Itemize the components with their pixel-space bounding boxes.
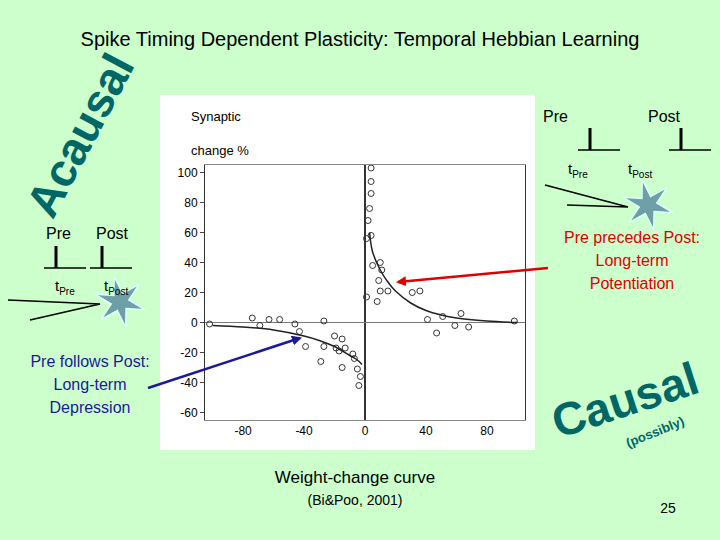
svg-text:-80: -80: [234, 424, 252, 438]
html-text:(Bi&Poo, 2001): (Bi&Poo, 2001): [307, 492, 403, 508]
html-text:Post: Post: [648, 108, 680, 125]
html-text:tPost: tPost: [104, 277, 129, 297]
svg-text:40: 40: [419, 424, 433, 438]
svg-text:0: 0: [191, 316, 198, 330]
html-text:tPost: tPost: [628, 160, 653, 180]
svg-text:0: 0: [362, 424, 369, 438]
html-text:Weight-change curve: Weight-change curve: [274, 468, 436, 487]
svg-text:100: 100: [178, 166, 198, 180]
svg-text:-40: -40: [180, 376, 198, 390]
html-text:(possibly): (possibly): [623, 413, 687, 451]
html-text:tPre: tPre: [568, 160, 588, 180]
svg-text:-40: -40: [295, 424, 313, 438]
html-text:Spike Timing Dependent Plastic: Spike Timing Dependent Plasticity: Tempo…: [80, 28, 640, 50]
html-text:Acausal: Acausal: [15, 44, 145, 226]
html-text:Pre: Pre: [46, 225, 71, 242]
svg-text:40: 40: [184, 256, 198, 270]
html-text:Pre: Pre: [543, 108, 568, 125]
svg-text:Synapticchange %: Synapticchange %: [191, 109, 249, 158]
html-text:Post: Post: [96, 225, 128, 242]
svg-text:-60: -60: [180, 406, 198, 420]
svg-text:80: 80: [184, 196, 198, 210]
svg-text:60: 60: [184, 226, 198, 240]
html-text:Depression: Depression: [49, 399, 131, 416]
svg-text:80: 80: [480, 424, 494, 438]
html-text:25: 25: [660, 500, 676, 516]
html-text:Long-term: Long-term: [595, 252, 669, 269]
svg-text:-20: -20: [180, 346, 198, 360]
html-text:Potentiation: Potentiation: [589, 275, 675, 292]
html-text:Causal: Causal: [545, 352, 705, 448]
svg-text:20: 20: [184, 286, 198, 300]
html-text:tPre: tPre: [55, 277, 75, 297]
html-text:Pre precedes Post:: Pre precedes Post:: [564, 229, 700, 246]
html-text:Long-term: Long-term: [53, 376, 127, 393]
html-text:Pre follows Post:: Pre follows Post:: [30, 353, 150, 370]
